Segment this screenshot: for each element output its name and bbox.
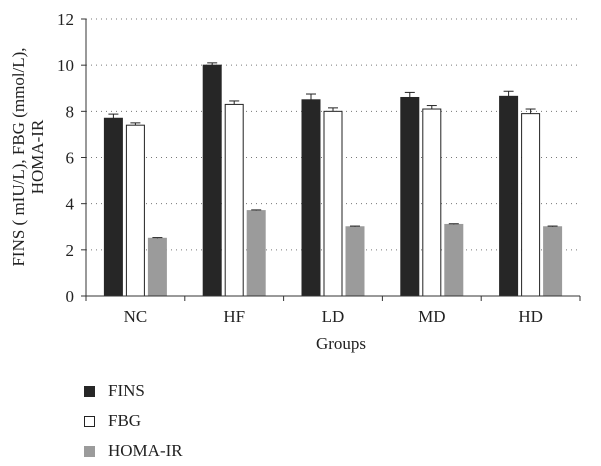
bar-homa-ir-ld — [345, 226, 365, 297]
bars — [103, 62, 563, 297]
legend-label-fins: FINS — [108, 381, 145, 400]
x-tick-label-hd: HD — [518, 307, 543, 326]
y-tick-label-6: 6 — [66, 149, 75, 168]
bar-homa-ir-hd — [543, 226, 563, 297]
y-axis-label-line-2: HOMA-IR — [28, 119, 47, 194]
bar-fins-md — [400, 96, 420, 297]
bar-homa-ir-nc — [147, 237, 167, 297]
bar-fins-hf — [202, 64, 222, 297]
legend-swatch-fins — [84, 385, 95, 397]
bar-fbg-md — [422, 108, 442, 297]
tick-labels: 0 2 4 6 8 10 12 NC HF LD MD HD — [57, 10, 581, 326]
legend: FINS FBG HOMA-IR — [84, 376, 183, 466]
x-tick-label-md: MD — [418, 307, 445, 326]
bar-homa-ir-md — [444, 223, 464, 297]
x-tick-label-nc: NC — [124, 307, 148, 326]
y-tick-label-10: 10 — [57, 56, 74, 75]
bar-fbg-hf — [224, 103, 244, 297]
legend-item-homa-ir: HOMA-IR — [84, 436, 183, 466]
bar-fins-hd — [499, 95, 519, 297]
bar-fins-ld — [301, 99, 321, 297]
bar-fbg-nc — [125, 124, 145, 297]
x-axis-label: Groups — [316, 334, 366, 353]
legend-label-fbg: FBG — [108, 411, 142, 430]
legend-item-fins: FINS — [84, 376, 183, 406]
legend-item-fbg: FBG — [84, 406, 183, 436]
y-axis-label-line-1: FINS ( mIU/L), FBG (mmol/L), — [9, 47, 28, 266]
bar-fbg-hd — [521, 113, 541, 297]
y-tick-label-4: 4 — [66, 195, 75, 214]
y-tick-label-8: 8 — [66, 102, 75, 121]
y-tick-label-12: 12 — [57, 10, 74, 29]
bar-fins-nc — [103, 117, 123, 297]
y-tick-label-2: 2 — [66, 241, 75, 260]
bar-fbg-ld — [323, 110, 343, 297]
legend-swatch-homa-ir — [84, 445, 95, 457]
chart: 0 2 4 6 8 10 12 NC HF LD MD HD Groups FINS ( mIU/L)… — [9, 10, 581, 353]
x-tick-label-hf: HF — [223, 307, 245, 326]
legend-label-homa-ir: HOMA-IR — [108, 441, 183, 460]
x-tick-label-ld: LD — [322, 307, 345, 326]
y-axis-label: FINS ( mIU/L), FBG (mmol/L),HOMA-IR — [9, 47, 47, 266]
legend-swatch-fbg — [84, 415, 95, 427]
y-tick-label-0: 0 — [66, 287, 75, 306]
bar-homa-ir-hf — [246, 210, 266, 297]
